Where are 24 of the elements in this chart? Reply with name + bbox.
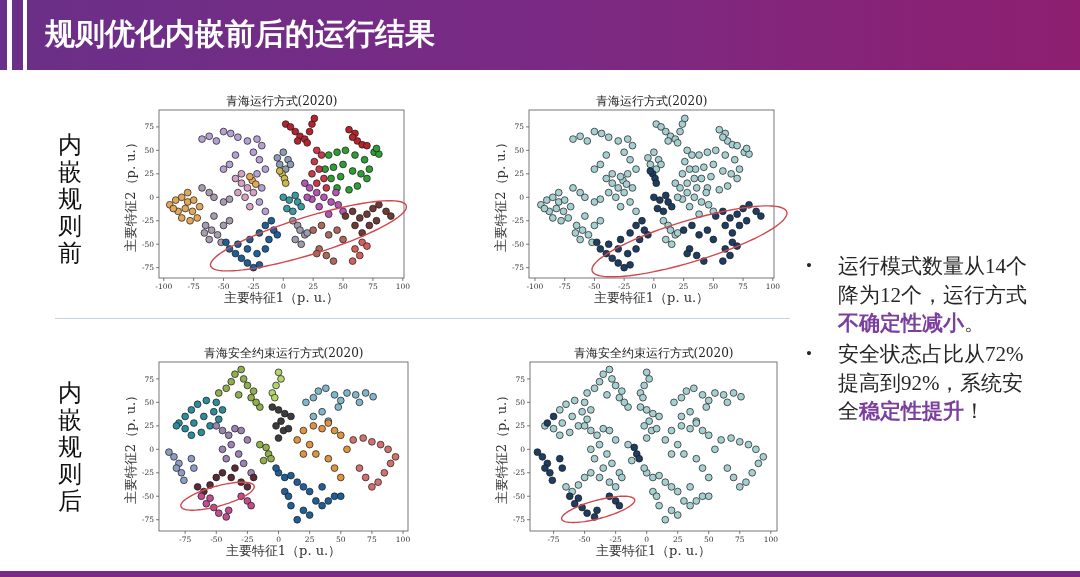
chart-title: 青海运行方式(2020) [225, 94, 338, 108]
y-axis-title: 主要特征2（p. u.） [493, 136, 508, 252]
x-axis-title: 主要特征1（p. u.） [223, 290, 340, 305]
chart-title: 青海安全约束运行方式(2020) [203, 346, 364, 360]
y-axis-title: 主要特征2（p. u.） [123, 388, 138, 505]
y-axis-title: 主要特征2（p. u.） [123, 136, 138, 252]
x-axis-title: 主要特征1（p. u.） [595, 543, 712, 558]
y-axis-title: 主要特征2（p. u.） [494, 388, 509, 505]
text: 运行模式数量从14个降为12个，运行方式 [838, 254, 1027, 307]
chart-title: 青海运行方式(2020) [595, 94, 708, 108]
chart-title: 青海安全约束运行方式(2020) [573, 346, 734, 360]
text: 内嵌规则后 [58, 379, 83, 514]
x-axis-title: 主要特征1（p. u.） [225, 543, 342, 558]
text: 稳定性提升 [859, 399, 964, 423]
text: • [806, 343, 812, 365]
text: ！ [964, 399, 985, 423]
text: 规则优化内嵌前后的运行结果 [45, 16, 435, 52]
x-axis-title: 主要特征1（p. u.） [593, 290, 710, 305]
text: 全 [838, 399, 859, 423]
text: 。 [964, 311, 985, 335]
text: 不确定性减小 [838, 311, 964, 335]
text: 内嵌规则前 [58, 131, 83, 266]
text: 安全状态占比从72%提高到92%，系统安 [838, 342, 1024, 395]
text: • [806, 255, 812, 277]
